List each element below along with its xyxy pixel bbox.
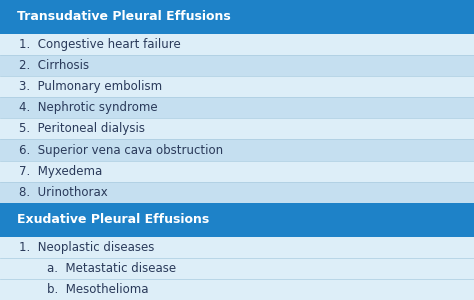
Text: 3.  Pulmonary embolism: 3. Pulmonary embolism xyxy=(19,80,162,93)
Bar xyxy=(0,140,474,160)
Text: Exudative Pleural Effusions: Exudative Pleural Effusions xyxy=(17,213,209,226)
Text: 7.  Myxedema: 7. Myxedema xyxy=(19,165,102,178)
Bar xyxy=(0,160,474,182)
Bar xyxy=(0,258,474,279)
Text: Transudative Pleural Effusions: Transudative Pleural Effusions xyxy=(17,11,230,23)
Bar xyxy=(0,182,474,203)
Text: 2.  Cirrhosis: 2. Cirrhosis xyxy=(19,59,89,72)
Text: 8.  Urinothorax: 8. Urinothorax xyxy=(19,186,108,199)
Bar xyxy=(0,0,474,34)
Bar xyxy=(0,237,474,258)
Text: 5.  Peritoneal dialysis: 5. Peritoneal dialysis xyxy=(19,122,145,135)
Bar xyxy=(0,203,474,237)
Text: 6.  Superior vena cava obstruction: 6. Superior vena cava obstruction xyxy=(19,143,223,157)
Text: 1.  Neoplastic diseases: 1. Neoplastic diseases xyxy=(19,241,155,254)
Text: 4.  Nephrotic syndrome: 4. Nephrotic syndrome xyxy=(19,101,157,114)
Bar xyxy=(0,55,474,76)
Bar xyxy=(0,118,474,140)
Bar xyxy=(0,34,474,55)
Bar xyxy=(0,97,474,118)
Text: a.  Metastatic disease: a. Metastatic disease xyxy=(47,262,176,275)
Bar xyxy=(0,279,474,300)
Text: 1.  Congestive heart failure: 1. Congestive heart failure xyxy=(19,38,181,51)
Text: b.  Mesothelioma: b. Mesothelioma xyxy=(47,283,149,296)
Bar xyxy=(0,76,474,97)
